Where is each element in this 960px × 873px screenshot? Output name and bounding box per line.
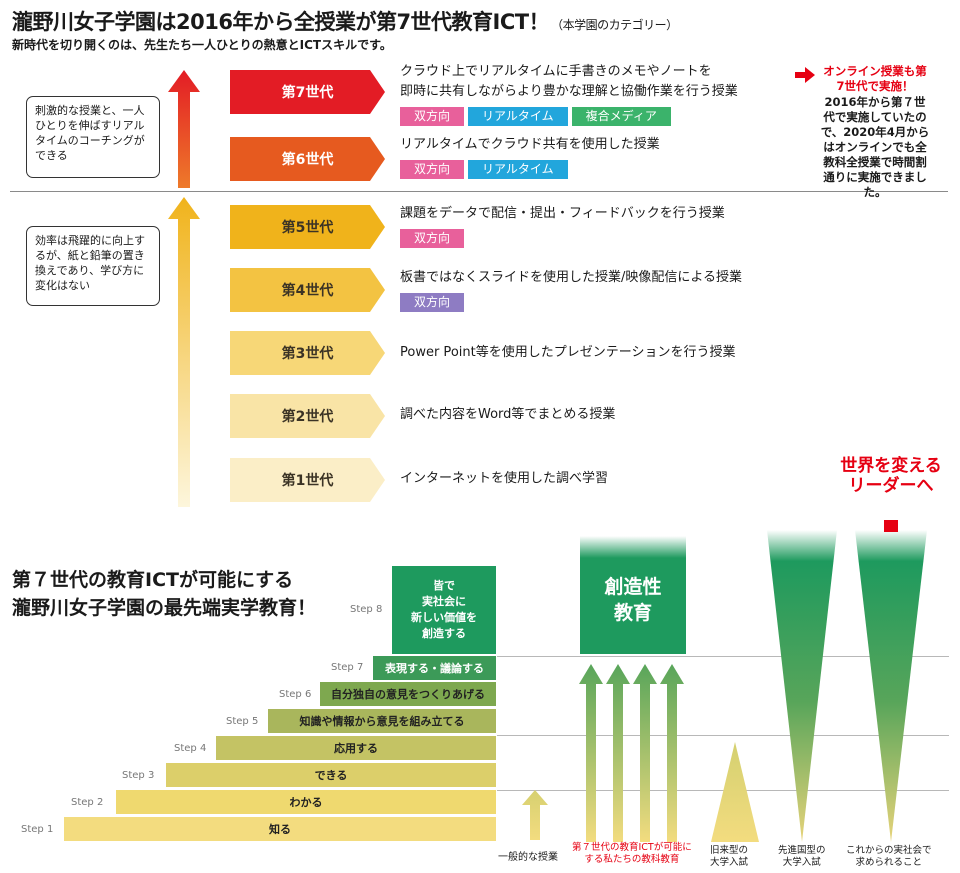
- lower-progress-arrow: [168, 197, 200, 507]
- comparison-graphics: [522, 520, 927, 842]
- future-funnel: [855, 530, 927, 842]
- generation-5-tags: 双方向: [400, 229, 465, 248]
- bubble-lower: 効率は飛躍的に向上するが、紙と鉛筆の置き換えであり、学び方に変化はない: [26, 226, 160, 306]
- step-1-bar: 知る: [64, 817, 496, 841]
- step-7-label: Step 7: [331, 662, 364, 673]
- subject-arrow-3: [633, 664, 657, 842]
- tag-two-way: 双方向: [400, 293, 465, 312]
- leader-up-arrow: [884, 520, 898, 532]
- step-4-bar: 応用する: [216, 736, 496, 760]
- red-arrow-icon: [795, 67, 815, 83]
- generation-4-box: 第4世代: [230, 268, 385, 312]
- tag-two-way: 双方向: [400, 107, 465, 126]
- generation-3-box: 第3世代: [230, 331, 385, 375]
- online-note-body: 2016年から第７世代で実施していたので、2020年4月からはオンラインでも全教…: [820, 95, 930, 199]
- tag-two-way: 双方向: [400, 229, 465, 248]
- creative-education-box: 創造性 教育: [580, 536, 686, 654]
- generation-6-box: 第6世代: [230, 137, 385, 181]
- generation-6-tags: 双方向 リアルタイム: [400, 160, 568, 179]
- section2-title: 第７世代の教育ICTが可能にする 瀧野川女子学園の最先端実学教育！: [12, 569, 317, 619]
- step-5-bar: 知識や情報から意見を組み立てる: [268, 709, 496, 733]
- page-title: 瀧野川女子学園は2016年から全授業が第7世代教育ICT！ （本学園のカテゴリー）: [12, 10, 678, 34]
- label-old-exam: 旧来型の 大学入試: [710, 845, 749, 868]
- online-note-title: オンライン授業も第7世代で実施！: [823, 64, 927, 93]
- generation-6-desc: リアルタイムでクラウド共有を使用した授業: [400, 137, 660, 152]
- step-8-box: 皆で 実社会に 新しい価値を 創造する: [392, 566, 496, 654]
- step-3-label: Step 3: [122, 770, 155, 781]
- bubble-upper: 刺激的な授業と、一人ひとりを伸ばすリアルタイムのコーチングができる: [26, 96, 160, 178]
- advanced-exam-funnel: [767, 530, 837, 842]
- generation-7-desc: クラウド上でリアルタイムに手書きのメモやノートを 即時に共有しながらより豊かな理…: [400, 64, 738, 99]
- step-6-label: Step 6: [279, 689, 312, 700]
- old-exam-triangle: [711, 742, 759, 842]
- label-advanced-exam: 先進国型の 大学入試: [778, 845, 826, 868]
- step-7-bar: 表現する・議論する: [373, 656, 496, 680]
- step-4-label: Step 4: [174, 743, 207, 754]
- subject-arrow-4: [660, 664, 684, 842]
- generation-2-desc: 調べた内容をWord等でまとめる授業: [400, 407, 616, 422]
- generation-4-desc: 板書ではなくスライドを使用した授業/映像配信による授業: [400, 270, 742, 285]
- general-class-arrow: [522, 790, 548, 840]
- tag-realtime: リアルタイム: [468, 160, 568, 179]
- step-1-label: Step 1: [21, 824, 54, 835]
- reference-line: [497, 656, 949, 657]
- generation-3-desc: Power Point等を使用したプレゼンテーションを行う授業: [400, 345, 736, 360]
- label-general-class: 一般的な授業: [498, 852, 558, 863]
- generation-7-tags: 双方向 リアルタイム 複合メディア: [400, 107, 671, 126]
- step-2-label: Step 2: [71, 797, 104, 808]
- page-subtitle: 新時代を切り開くのは、先生たち一人ひとりの熱意とICTスキルです。: [12, 38, 392, 52]
- label-future-needs: これからの実社会で 求められること: [846, 845, 932, 868]
- generation-2-box: 第2世代: [230, 394, 385, 438]
- generation-7-box: 第7世代: [230, 70, 385, 114]
- leader-headline: 世界を変える リーダーへ: [840, 456, 942, 496]
- title-note: （本学園のカテゴリー）: [551, 18, 678, 32]
- generation-divider: [10, 191, 948, 192]
- step-2-bar: わかる: [116, 790, 496, 814]
- generation-4-tags: 双方向: [400, 293, 465, 312]
- step-6-bar: 自分独自の意見をつくりあげる: [320, 682, 496, 706]
- tag-two-way: 双方向: [400, 160, 465, 179]
- step-5-label: Step 5: [226, 716, 259, 727]
- reference-line: [497, 790, 949, 791]
- label-our-subject-education: 第７世代の教育ICTが可能に する私たちの教科教育: [572, 842, 692, 865]
- generation-1-desc: インターネットを使用した調べ学習: [400, 471, 609, 486]
- tag-multimedia: 複合メディア: [571, 107, 671, 126]
- generation-1-box: 第1世代: [230, 458, 385, 502]
- subject-arrow-2: [606, 664, 630, 842]
- subject-arrow-1: [579, 664, 603, 842]
- upper-progress-arrow: [168, 70, 200, 188]
- generation-5-box: 第5世代: [230, 205, 385, 249]
- step-8-label: Step 8: [350, 604, 383, 615]
- generation-5-desc: 課題をデータで配信・提出・フィードバックを行う授業: [400, 206, 725, 221]
- tag-realtime: リアルタイム: [468, 107, 568, 126]
- step-3-bar: できる: [166, 763, 496, 787]
- reference-line: [497, 735, 949, 736]
